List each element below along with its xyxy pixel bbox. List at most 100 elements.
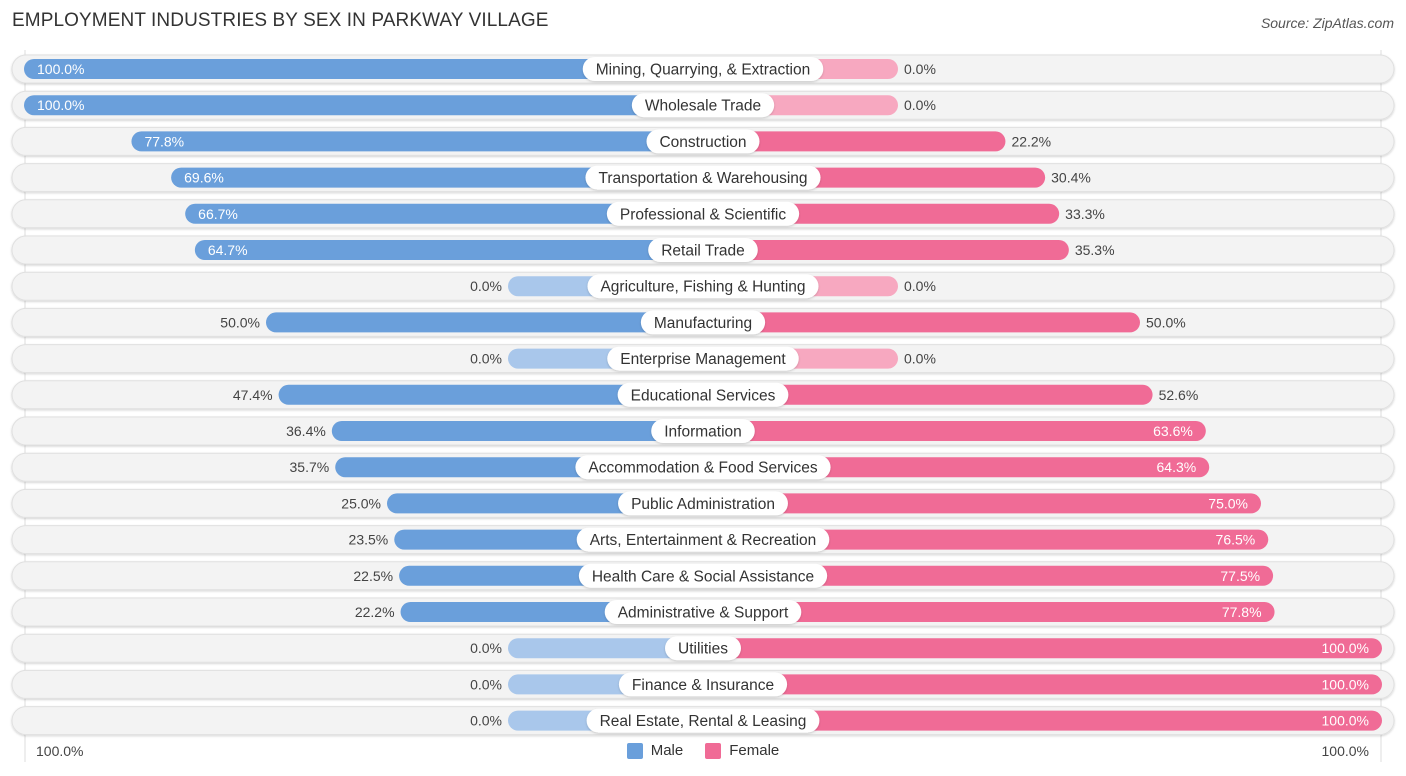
bar-male [194, 240, 704, 260]
chart-row: 64.7% 35.3% Retail Trade [11, 235, 1395, 265]
chart-title: EMPLOYMENT INDUSTRIES BY SEX IN PARKWAY … [12, 10, 549, 31]
value-label-female: 76.5% [1216, 532, 1256, 548]
chart-row: 0.0% 100.0% Real Estate, Rental & Leasing [11, 706, 1395, 736]
chart-row: 0.0% 100.0% Utilities [11, 633, 1395, 663]
category-label: Administrative & Support [618, 605, 789, 622]
category-pill [606, 201, 800, 226]
chart-row: 50.0% 50.0% Manufacturing [11, 307, 1395, 337]
value-label-female: 0.0% [904, 351, 936, 367]
legend-item-male[interactable]: Male [626, 742, 684, 759]
value-label-male: 22.5% [353, 568, 393, 584]
value-label-male: 0.0% [470, 278, 502, 294]
category-pill [607, 346, 799, 371]
value-label-male: 23.5% [349, 532, 389, 548]
bar-male [508, 638, 703, 659]
value-label-male: 69.6% [184, 170, 224, 186]
bar-female [703, 602, 1275, 622]
category-pill [646, 129, 760, 154]
bar-male [331, 421, 703, 441]
category-label: Retail Trade [661, 243, 745, 260]
chart-row: 0.0% 0.0% Agriculture, Fishing & Hunting [11, 271, 1395, 301]
bar-male [24, 59, 703, 79]
value-label-male: 0.0% [470, 676, 502, 692]
value-label-female: 33.3% [1065, 206, 1105, 222]
category-pill [648, 238, 758, 262]
category-label: Public Administration [631, 496, 775, 513]
category-label: Wholesale Trade [645, 98, 761, 115]
value-label-male: 77.8% [144, 133, 184, 149]
value-label-male: 25.0% [341, 495, 381, 511]
axis-label-right: 100.0% [1321, 743, 1369, 759]
category-label: Arts, Entertainment & Recreation [590, 532, 817, 549]
category-label: Finance & Insurance [632, 677, 774, 694]
legend: Male Female [0, 742, 1406, 759]
bar-female [703, 638, 1382, 659]
value-label-female: 77.8% [1222, 604, 1262, 620]
value-label-male: 47.4% [233, 387, 273, 403]
chart-row: 22.5% 77.5% Health Care & Social Assistanc… [11, 561, 1395, 591]
chart-row: 69.6% 30.4% Transportation & Warehousing [11, 163, 1395, 193]
value-label-female: 75.0% [1208, 495, 1248, 511]
chart-row: 23.5% 76.5% Arts, Entertainment & Recreati… [11, 525, 1395, 555]
value-label-female: 77.5% [1220, 568, 1260, 584]
category-label: Enterprise Management [620, 351, 786, 368]
category-pill [576, 527, 830, 552]
bar-female [703, 240, 1069, 260]
legend-swatch-male [626, 742, 643, 759]
category-pill [665, 636, 741, 661]
category-pill [582, 57, 824, 81]
chart-row: 0.0% 100.0% Finance & Insurance [11, 669, 1395, 699]
legend-label-female: Female [729, 742, 780, 759]
value-label-female: 100.0% [1322, 676, 1369, 692]
category-label: Health Care & Social Assistance [592, 568, 814, 585]
category-pill [585, 165, 821, 190]
value-label-male: 35.7% [290, 459, 330, 475]
legend-label-male: Male [650, 742, 684, 759]
category-label: Construction [659, 134, 746, 151]
value-label-female: 0.0% [904, 61, 936, 77]
chart-row: 25.0% 75.0% Public Administration [11, 488, 1395, 518]
value-label-female: 63.6% [1153, 423, 1193, 439]
value-label-female: 0.0% [904, 97, 936, 113]
bar-female [703, 312, 1140, 333]
value-label-female: 35.3% [1075, 242, 1115, 258]
category-label: Professional & Scientific [620, 206, 787, 223]
chart-row: 36.4% 63.6% Information [11, 416, 1395, 446]
value-label-male: 64.7% [208, 242, 248, 258]
category-label: Agriculture, Fishing & Hunting [600, 279, 805, 296]
chart-row: 0.0% 0.0% Enterprise Management [11, 344, 1395, 374]
category-pill [586, 708, 820, 733]
bar-female [703, 457, 1210, 478]
bar-male [171, 167, 704, 188]
bar-male [24, 95, 703, 116]
source-label: Source: ZipAtlas.com [1260, 15, 1394, 31]
axis-label-left: 100.0% [36, 743, 84, 759]
value-label-female: 30.4% [1051, 170, 1091, 186]
bar-male [278, 384, 703, 405]
bar-female [703, 710, 1382, 731]
value-label-male: 66.7% [198, 206, 238, 222]
value-label-female: 50.0% [1146, 314, 1186, 330]
category-pill [618, 672, 788, 697]
chart-row: 100.0% 0.0% Mining, Quarrying, & Extractio… [11, 54, 1395, 84]
chart-row: 47.4% 52.6% Educational Services [11, 380, 1395, 410]
value-label-female: 100.0% [1322, 713, 1369, 729]
category-pill [631, 93, 775, 118]
value-label-male: 0.0% [470, 351, 502, 367]
value-label-male: 36.4% [286, 423, 326, 439]
value-label-male: 50.0% [220, 314, 260, 330]
category-label: Information [664, 424, 742, 441]
value-label-female: 52.6% [1159, 387, 1199, 403]
bar-male [185, 203, 703, 224]
category-label: Transportation & Warehousing [598, 170, 807, 187]
chart-row: 66.7% 33.3% Professional & Scientific [11, 199, 1395, 229]
chart-row: 35.7% 64.3% Accommodation & Food Services [11, 452, 1395, 482]
chart-row: 22.2% 77.8% Administrative & Support [11, 597, 1395, 627]
category-pill [640, 310, 766, 335]
bar-male [266, 312, 703, 333]
chart-row: 100.0% 0.0% Wholesale Trade [11, 90, 1395, 120]
category-label: Utilities [678, 641, 728, 658]
bar-female [703, 529, 1269, 550]
legend-item-female[interactable]: Female [705, 742, 779, 759]
